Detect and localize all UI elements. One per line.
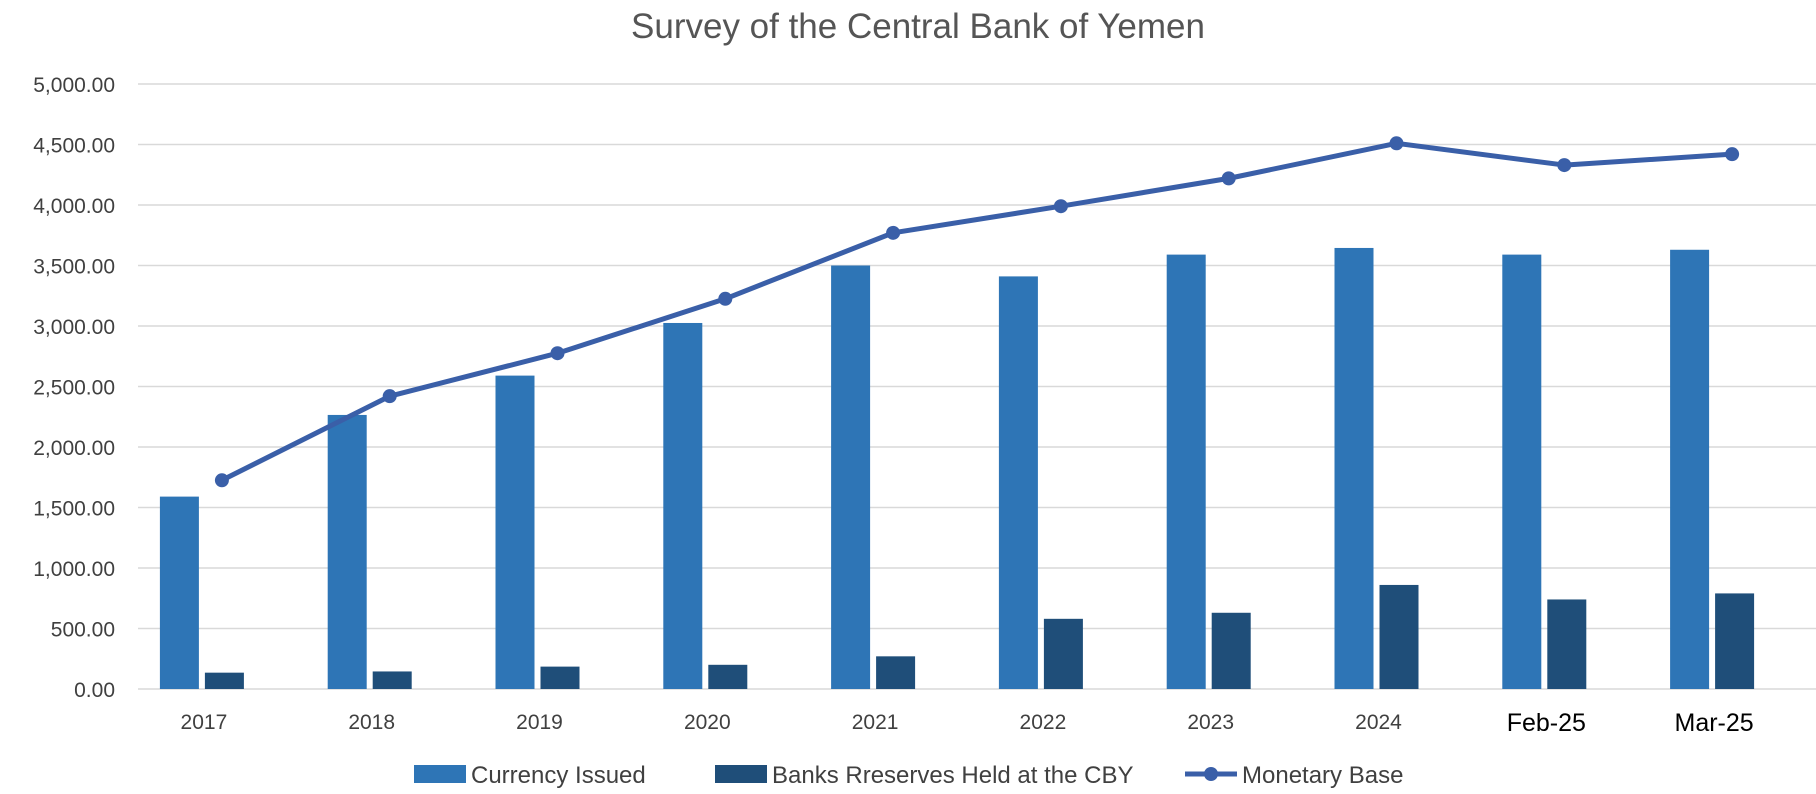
bar-banks-rreserves-held-at-the-cby-feb-25 [1547, 599, 1587, 689]
bar-banks-rreserves-held-at-the-cby-mar-25 [1715, 593, 1755, 689]
x-tick-label: 2020 [684, 711, 731, 734]
bar-currency-issued-feb-25 [1502, 254, 1542, 690]
bar-currency-issued-2022 [998, 276, 1038, 689]
bar-currency-issued-2021 [831, 265, 871, 689]
y-tick-label: 0.00 [74, 679, 115, 702]
chart-title: Survey of the Central Bank of Yemen [631, 7, 1205, 46]
x-tick-label: 2021 [852, 711, 899, 734]
bar-currency-issued-2017 [159, 496, 199, 689]
line-monetary-base [220, 140, 1733, 483]
bar-currency-issued-mar-25 [1670, 249, 1710, 689]
bar-banks-rreserves-held-at-the-cby-2022 [1043, 618, 1083, 689]
x-tick-label: Mar-25 [1675, 709, 1754, 737]
y-tick-label: 3,500.00 [33, 256, 115, 279]
point-monetary-base-feb-25 [1557, 158, 1572, 173]
bar-banks-rreserves-held-at-the-cby-2019 [540, 666, 580, 689]
y-tick-label: 1,500.00 [33, 498, 115, 521]
x-tick-label: 2024 [1355, 711, 1402, 734]
gridlines [138, 83, 1816, 690]
point-monetary-base-2021 [886, 225, 901, 240]
bar-banks-rreserves-held-at-the-cby-2017 [204, 672, 244, 689]
x-tick-label: Feb-25 [1507, 709, 1586, 737]
legend-marker [1204, 767, 1218, 781]
bar-currency-issued-2018 [327, 414, 367, 689]
point-monetary-base-2023 [1221, 171, 1236, 186]
legend: Currency Issued Banks Rreserves Held at t… [414, 762, 1403, 789]
legend-label: Monetary Base [1242, 762, 1403, 789]
bar-banks-rreserves-held-at-the-cby-2024 [1379, 584, 1419, 689]
y-axis-tick-labels: 0.00 500.00 1,000.00 1,500.00 2,000.00 2,500.… [33, 74, 115, 702]
y-tick-label: 4,000.00 [33, 195, 115, 218]
x-tick-label: 2023 [1187, 711, 1234, 734]
y-tick-label: 1,000.00 [33, 558, 115, 581]
point-monetary-base-2017 [214, 473, 229, 488]
legend-swatch [715, 765, 767, 783]
point-monetary-base-2024 [1389, 136, 1404, 151]
legend-label: Banks Rreserves Held at the CBY [772, 762, 1134, 789]
bar-currency-issued-2020 [663, 322, 703, 689]
bar-series [159, 247, 1755, 690]
bar-currency-issued-2024 [1334, 247, 1374, 689]
bar-banks-rreserves-held-at-the-cby-2020 [708, 664, 748, 689]
x-tick-label: 2019 [516, 711, 563, 734]
x-tick-label: 2022 [1020, 711, 1067, 734]
y-tick-label: 500.00 [51, 619, 115, 642]
y-tick-label: 2,500.00 [33, 377, 115, 400]
line-series [214, 136, 1740, 488]
point-monetary-base-2022 [1053, 199, 1068, 214]
point-monetary-base-2018 [382, 389, 397, 404]
y-tick-label: 4,500.00 [33, 135, 115, 158]
point-monetary-base-2020 [718, 291, 733, 306]
x-axis-tick-labels: 2017 2018 2019 2020 2021 2022 2023 2024 Feb-25 Ma… [181, 709, 1754, 737]
bar-banks-rreserves-held-at-the-cby-2018 [372, 671, 412, 689]
bar-currency-issued-2023 [1166, 254, 1206, 690]
point-monetary-base-mar-25 [1725, 147, 1740, 162]
bar-banks-rreserves-held-at-the-cby-2023 [1211, 612, 1251, 689]
legend-swatch [414, 765, 466, 783]
y-tick-label: 3,000.00 [33, 316, 115, 339]
bar-currency-issued-2019 [495, 375, 535, 689]
point-monetary-base-2019 [550, 346, 565, 361]
bar-banks-rreserves-held-at-the-cby-2021 [876, 656, 916, 689]
x-tick-label: 2018 [348, 711, 395, 734]
y-tick-label: 5,000.00 [33, 74, 115, 97]
legend-label: Currency Issued [471, 762, 646, 789]
x-tick-label: 2017 [181, 711, 228, 734]
y-tick-label: 2,000.00 [33, 437, 115, 460]
